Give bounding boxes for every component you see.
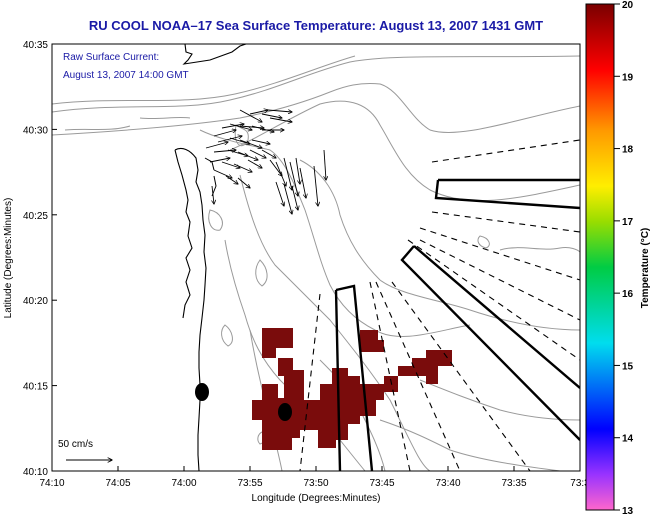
x-tick-label: 73:55	[237, 478, 262, 489]
colorbar-tick-label: 18	[622, 145, 634, 156]
current-label-line1: Raw Surface Current:	[63, 52, 160, 63]
radar-station-marker	[278, 403, 292, 421]
inlet-shore	[204, 157, 217, 197]
x-axis-label: Longitude (Degrees:Minutes)	[252, 493, 381, 504]
colorbar-tick-label: 19	[622, 72, 634, 83]
y-tick-label: 40:20	[23, 296, 48, 307]
y-tick-label: 40:30	[23, 125, 48, 136]
colorbar-ticks: 20 19 18 17 16 15 14 13	[614, 0, 634, 517]
x-tick-label: 73:3	[570, 478, 590, 489]
y-axis: 40:35 40:30 40:25 40:20 40:15 40:10	[23, 40, 57, 478]
coastline	[174, 44, 247, 471]
colorbar-label: Temperature (°C)	[640, 228, 651, 309]
dashed-boundaries	[299, 139, 580, 471]
y-tick-label: 40:10	[23, 467, 48, 478]
y-tick-label: 40:15	[23, 382, 48, 393]
colorbar-tick-label: 15	[622, 361, 634, 372]
colorbar	[585, 3, 615, 511]
x-tick-label: 73:45	[369, 478, 394, 489]
colorbar-tick-label: 20	[622, 0, 634, 11]
y-tick-label: 40:25	[23, 211, 48, 222]
colorbar-tick-label: 13	[622, 506, 634, 517]
colorbar-tick-label: 14	[622, 434, 634, 445]
sst-patch	[252, 328, 452, 450]
y-axis-label: Latitude (Degrees:Minutes)	[3, 198, 14, 319]
x-tick-label: 73:40	[435, 478, 460, 489]
x-tick-label: 74:00	[171, 478, 196, 489]
x-tick-label: 74:10	[39, 478, 64, 489]
current-label-line2: August 13, 2007 14:00 GMT	[63, 70, 189, 81]
x-tick-label: 73:50	[303, 478, 328, 489]
current-vectors	[205, 110, 326, 214]
colorbar-tick-label: 16	[622, 289, 634, 300]
map-title: RU COOL NOAA–17 Sea Surface Temperature:…	[88, 18, 544, 33]
y-tick-label: 40:35	[23, 40, 48, 51]
scale-label: 50 cm/s	[58, 439, 93, 450]
colorbar-tick-label: 17	[622, 217, 634, 228]
x-axis: 74:10 74:05 74:00 73:55 73:50 73:45 73:40 73:35…	[39, 466, 590, 489]
x-tick-label: 73:35	[501, 478, 526, 489]
transect-boxes	[334, 178, 580, 471]
x-tick-label: 74:05	[105, 478, 130, 489]
radar-station-marker	[195, 383, 209, 401]
